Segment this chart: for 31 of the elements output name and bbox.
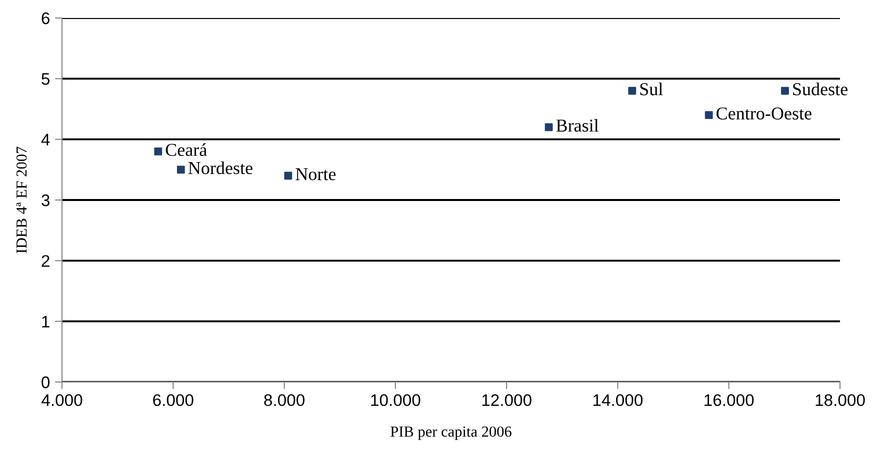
x-tick-label: 4.000 xyxy=(42,394,82,406)
point xyxy=(154,148,162,156)
point xyxy=(704,111,713,120)
y-axis-title: IDEB 4ª EF 2007 xyxy=(16,146,27,254)
x-tick-label: 12.000 xyxy=(482,394,532,406)
y-tick-label: 3 xyxy=(42,194,50,206)
y-tick-label: 1 xyxy=(42,316,50,328)
point xyxy=(628,86,636,95)
x-axis-title: PIB per capita 2006 xyxy=(390,426,512,440)
x-tick-label: 6.000 xyxy=(153,394,194,406)
annotation: Ceará xyxy=(166,143,207,156)
point xyxy=(176,166,185,174)
y-tick-label: 0 xyxy=(42,376,50,388)
annotation: Nordeste xyxy=(188,161,252,174)
point xyxy=(781,86,789,95)
y-tick-label: 4 xyxy=(41,134,50,146)
x-tick-label: 18.000 xyxy=(816,394,865,406)
y-tick-label: 6 xyxy=(42,12,50,24)
point xyxy=(544,123,553,132)
annotation: Sul xyxy=(640,82,663,96)
x-tick-label: 10.000 xyxy=(371,394,420,406)
x-tick-label: 16.000 xyxy=(704,394,754,406)
x-tick-label: 8.000 xyxy=(264,394,304,406)
annotation: Centro-Oeste xyxy=(716,107,812,120)
point xyxy=(284,172,292,180)
annotation: Brasil xyxy=(556,119,599,132)
annotation: Sudeste xyxy=(793,82,848,96)
y-tick-label: 2 xyxy=(42,255,50,267)
y-tick-label: 5 xyxy=(42,73,50,85)
x-tick-label: 14.000 xyxy=(594,394,643,406)
annotation: Norte xyxy=(296,168,336,180)
